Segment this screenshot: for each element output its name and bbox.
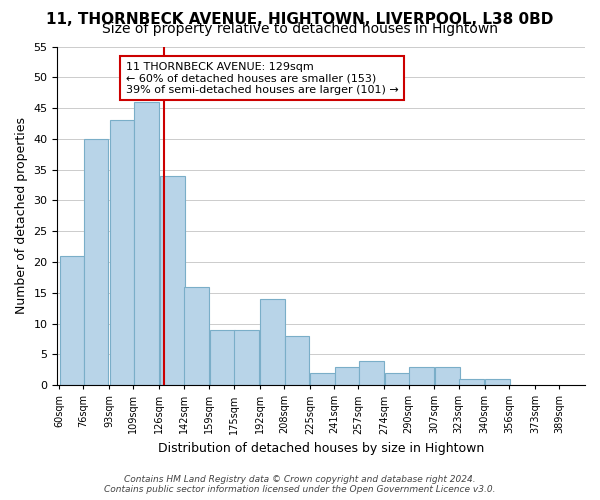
Bar (110, 120, 134, 385)
Bar (460, 379, 484, 385)
Bar (435, 366, 460, 385)
Text: 11, THORNBECK AVENUE, HIGHTOWN, LIVERPOOL, L38 0BD: 11, THORNBECK AVENUE, HIGHTOWN, LIVERPOO… (46, 12, 554, 26)
Bar (184, 286, 209, 385)
Y-axis label: Number of detached properties: Number of detached properties (15, 118, 28, 314)
Bar (59, 256, 84, 385)
Bar (134, 102, 158, 385)
Text: Size of property relative to detached houses in Hightown: Size of property relative to detached ho… (102, 22, 498, 36)
Bar (84, 139, 109, 385)
Bar (235, 330, 259, 385)
Text: Contains HM Land Registry data © Crown copyright and database right 2024.
Contai: Contains HM Land Registry data © Crown c… (104, 474, 496, 494)
Text: 11 THORNBECK AVENUE: 129sqm
← 60% of detached houses are smaller (153)
39% of se: 11 THORNBECK AVENUE: 129sqm ← 60% of det… (126, 62, 399, 95)
Bar (260, 299, 285, 385)
Bar (210, 330, 235, 385)
Bar (310, 373, 335, 385)
X-axis label: Distribution of detached houses by size in Hightown: Distribution of detached houses by size … (158, 442, 484, 455)
Bar (385, 373, 410, 385)
Bar (409, 366, 434, 385)
Bar (160, 176, 185, 385)
Bar (359, 360, 383, 385)
Bar (284, 336, 309, 385)
Bar (335, 366, 359, 385)
Bar (485, 379, 510, 385)
